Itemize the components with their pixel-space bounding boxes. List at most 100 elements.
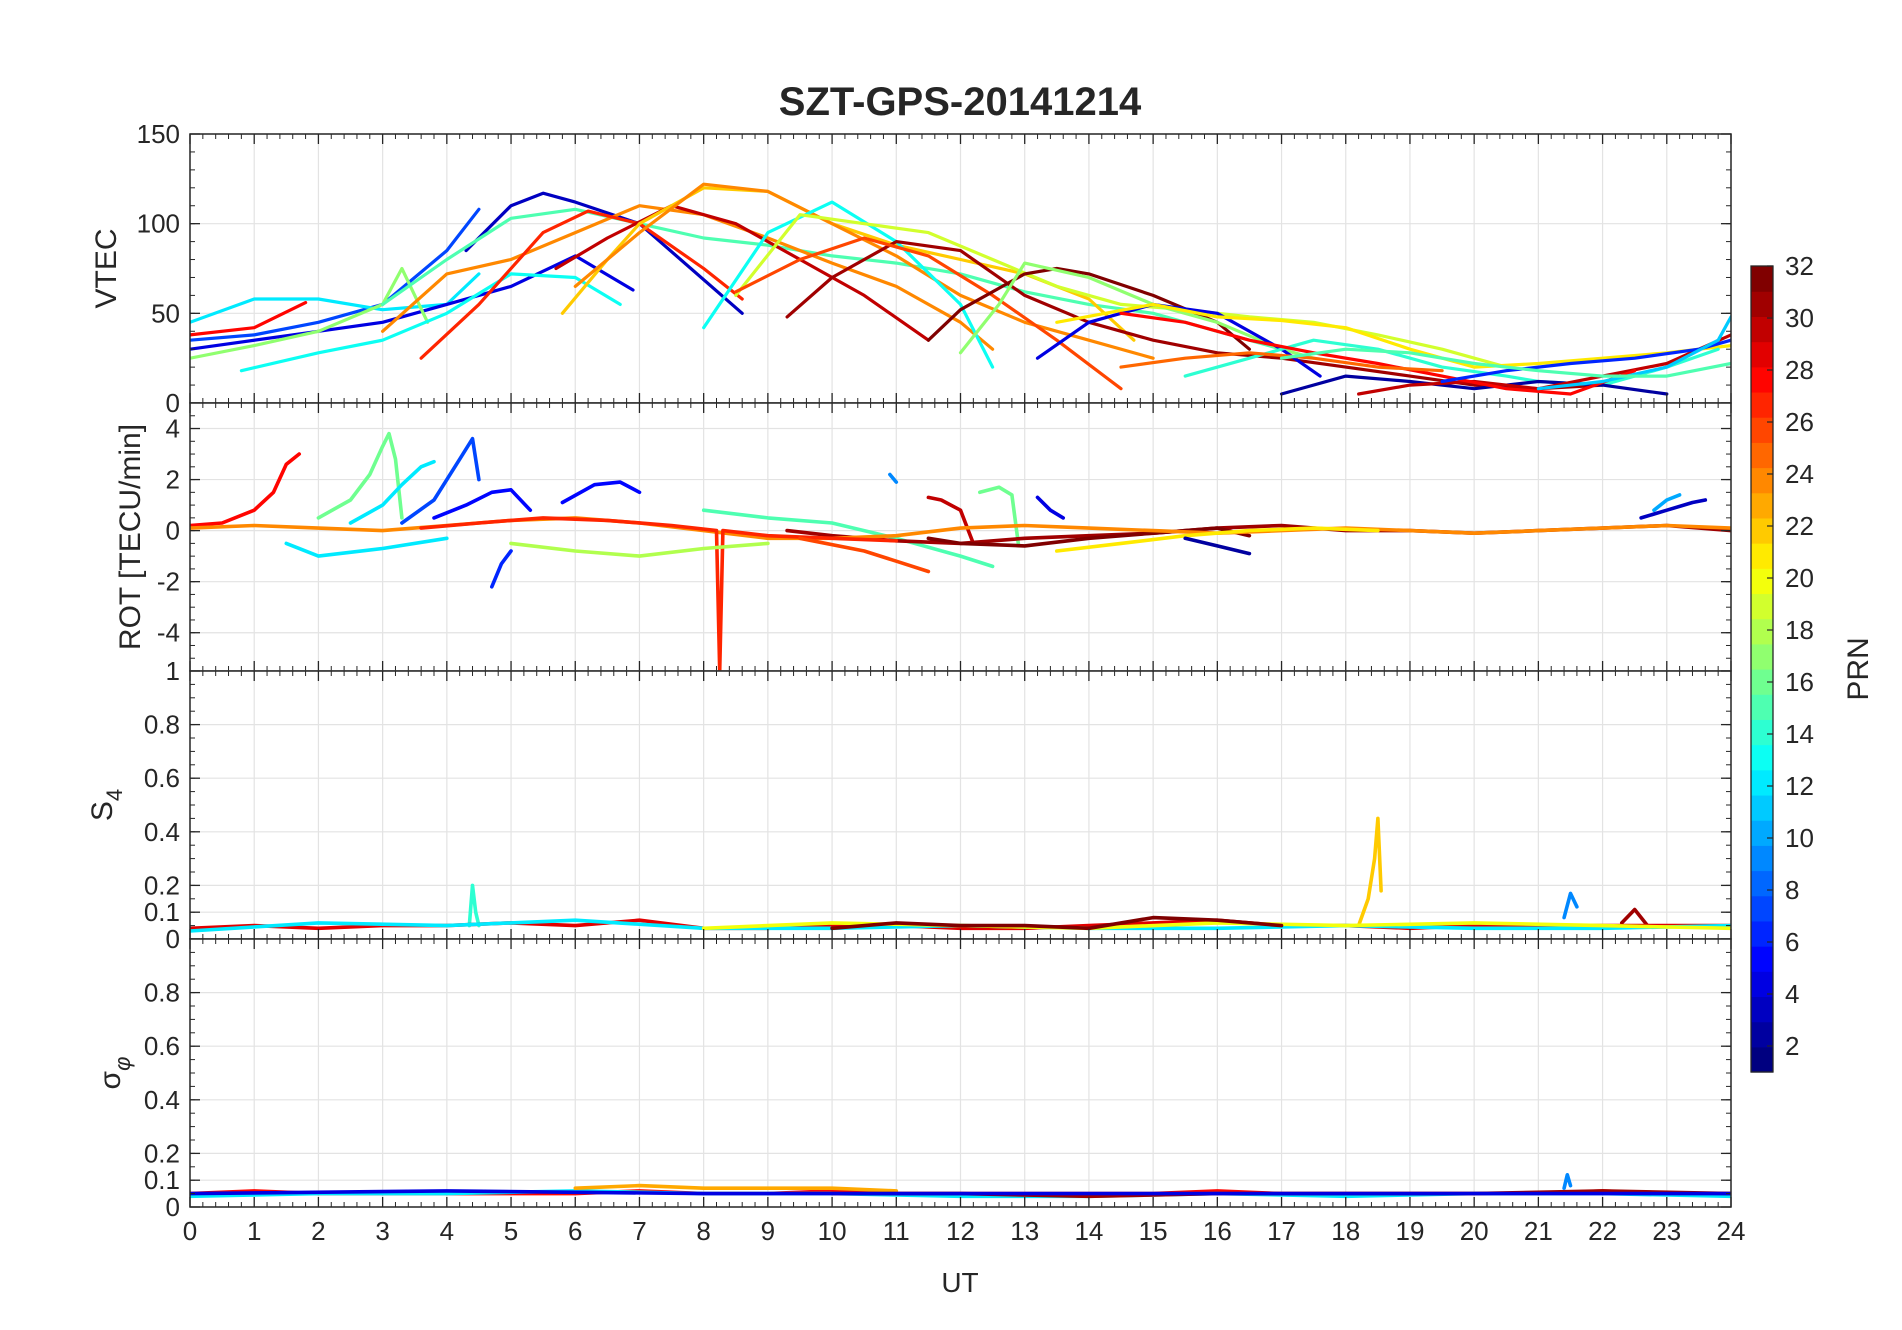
y-tick-label: 0 bbox=[166, 516, 180, 546]
colorbar-tick-label: 22 bbox=[1785, 511, 1814, 541]
series-line-prn-10 bbox=[1652, 493, 1682, 513]
y-tick-label: 0 bbox=[166, 1192, 180, 1222]
series-group-vtec bbox=[190, 182, 1731, 396]
y-tick-label: 0.6 bbox=[144, 1031, 180, 1061]
y-axis-label-s4: S4 bbox=[86, 789, 127, 821]
y-axis-label-sigma: σφ bbox=[94, 1057, 135, 1090]
x-tick-label: 8 bbox=[696, 1216, 710, 1246]
x-tick-label: 14 bbox=[1074, 1216, 1103, 1246]
x-tick-label: 19 bbox=[1395, 1216, 1424, 1246]
y-tick-label: -2 bbox=[157, 567, 180, 597]
colorbar-tick-label: 8 bbox=[1785, 875, 1799, 905]
series-line-prn-7 bbox=[190, 207, 481, 342]
x-tick-label: 21 bbox=[1524, 1216, 1553, 1246]
y-tick-label: 4 bbox=[166, 414, 180, 444]
series-line-prn-19 bbox=[734, 213, 1508, 369]
series-line-prn-30 bbox=[554, 204, 931, 342]
colorbar-frame bbox=[1750, 265, 1774, 1073]
panel-sigma: 00.10.2 0.4 0.6 0.8 σφ bbox=[94, 938, 1732, 1222]
series-line-prn-9 bbox=[888, 472, 899, 484]
y-tick-label: 1 bbox=[166, 656, 180, 686]
colorbar-segment bbox=[1751, 694, 1773, 720]
colorbar-label: PRN bbox=[1842, 637, 1875, 700]
chart-title: SZT-GPS-20141214 bbox=[779, 80, 1142, 124]
series-line-prn-5 bbox=[560, 480, 642, 505]
x-tick-label: 1 bbox=[247, 1216, 261, 1246]
colorbar-segment bbox=[1751, 492, 1773, 519]
colorbar-segment bbox=[1751, 643, 1773, 670]
y-tick-label: 50 bbox=[151, 298, 180, 328]
x-tick-label: 16 bbox=[1203, 1216, 1232, 1246]
colorbar-tick-label: 32 bbox=[1785, 251, 1814, 281]
series-group-rot bbox=[190, 431, 1731, 671]
colorbar-segment bbox=[1751, 266, 1773, 292]
y-tick-label: 0.6 bbox=[144, 763, 180, 793]
colorbar-segment bbox=[1751, 341, 1773, 368]
colorbar-tick-label: 20 bbox=[1785, 563, 1814, 593]
colorbar-tick-label: 14 bbox=[1785, 719, 1814, 749]
series-line-prn-5 bbox=[432, 487, 533, 520]
y-tick-label: 0.4 bbox=[144, 1085, 180, 1115]
colorbar-tick-label: 4 bbox=[1785, 979, 1799, 1009]
colorbar-tick-label: 6 bbox=[1785, 927, 1799, 957]
colorbar-segment bbox=[1751, 669, 1773, 695]
y-axis-label-vtec: VTEC bbox=[90, 228, 123, 308]
colorbar-segment bbox=[1751, 442, 1773, 469]
y-tick-label: 0.8 bbox=[144, 978, 180, 1008]
x-tick-labels: 0 1 2 3 4 5 6 7 8 9 10 11 12 13 14 15 16 17 18 19 20 21 22 23 24 bbox=[183, 1216, 1746, 1246]
series-line-prn-7 bbox=[400, 436, 481, 525]
series-line-prn-31 bbox=[1620, 907, 1650, 928]
colorbar-tick-label: 12 bbox=[1785, 771, 1814, 801]
y-tick-label: 150 bbox=[137, 119, 180, 149]
x-tick-label: 7 bbox=[632, 1216, 646, 1246]
series-line-prn-22 bbox=[1356, 816, 1383, 928]
series-line-prn-12 bbox=[348, 459, 436, 525]
colorbar-tick-label: 26 bbox=[1785, 407, 1814, 437]
series-line-prn-15 bbox=[1279, 347, 1731, 378]
colorbar-segment bbox=[1751, 467, 1773, 494]
colorbar-segment bbox=[1751, 946, 1773, 972]
series-line-prn-12 bbox=[284, 536, 449, 558]
colorbar-segment bbox=[1751, 316, 1773, 343]
colorbar-tick-label: 16 bbox=[1785, 667, 1814, 697]
x-tick-label: 4 bbox=[440, 1216, 454, 1246]
colorbar-segment bbox=[1751, 1021, 1773, 1048]
series-line-prn-25 bbox=[1119, 351, 1444, 373]
x-tick-label: 0 bbox=[183, 1216, 197, 1246]
series-line-prn-16 bbox=[316, 431, 404, 520]
y-axis-label-rot: ROT [TECU/min] bbox=[114, 424, 147, 650]
series-line-prn-26 bbox=[734, 236, 1123, 391]
colorbar-segment bbox=[1751, 820, 1773, 846]
colorbar-segment bbox=[1751, 417, 1773, 443]
series-line-prn-17 bbox=[190, 266, 430, 360]
series-line-prn-2 bbox=[1279, 374, 1669, 396]
series-line-prn-28 bbox=[190, 452, 302, 528]
colorbar-tick-label: 18 bbox=[1785, 615, 1814, 645]
x-tick-label: 9 bbox=[761, 1216, 775, 1246]
x-tick-label: 15 bbox=[1139, 1216, 1168, 1246]
x-tick-label: 2 bbox=[311, 1216, 325, 1246]
series-line-prn-24 bbox=[573, 182, 1155, 360]
colorbar-segment bbox=[1751, 366, 1773, 393]
series-line-prn-9 bbox=[1562, 1173, 1573, 1190]
colorbar-tick-label: 2 bbox=[1785, 1031, 1799, 1061]
colorbar-segment bbox=[1751, 744, 1773, 771]
colorbar-segment bbox=[1751, 895, 1773, 922]
x-tick-label: 11 bbox=[883, 1216, 910, 1246]
series-line-prn-2 bbox=[1183, 536, 1252, 556]
x-tick-label: 13 bbox=[1010, 1216, 1039, 1246]
series-line-prn-32 bbox=[830, 915, 1284, 931]
colorbar-segment bbox=[1751, 568, 1773, 595]
colorbar-tick-label: 24 bbox=[1785, 459, 1814, 489]
series-line-prn-4 bbox=[1035, 495, 1065, 520]
series-line-prn-21 bbox=[1055, 526, 1380, 553]
x-tick-label: 17 bbox=[1267, 1216, 1296, 1246]
colorbar-tick-label: 10 bbox=[1785, 823, 1814, 853]
y-tick-label: 2 bbox=[166, 465, 180, 495]
colorbar-segment bbox=[1751, 1046, 1773, 1073]
y-tick-label: 100 bbox=[137, 209, 180, 239]
colorbar-segment bbox=[1751, 845, 1773, 872]
x-tick-label: 20 bbox=[1460, 1216, 1489, 1246]
